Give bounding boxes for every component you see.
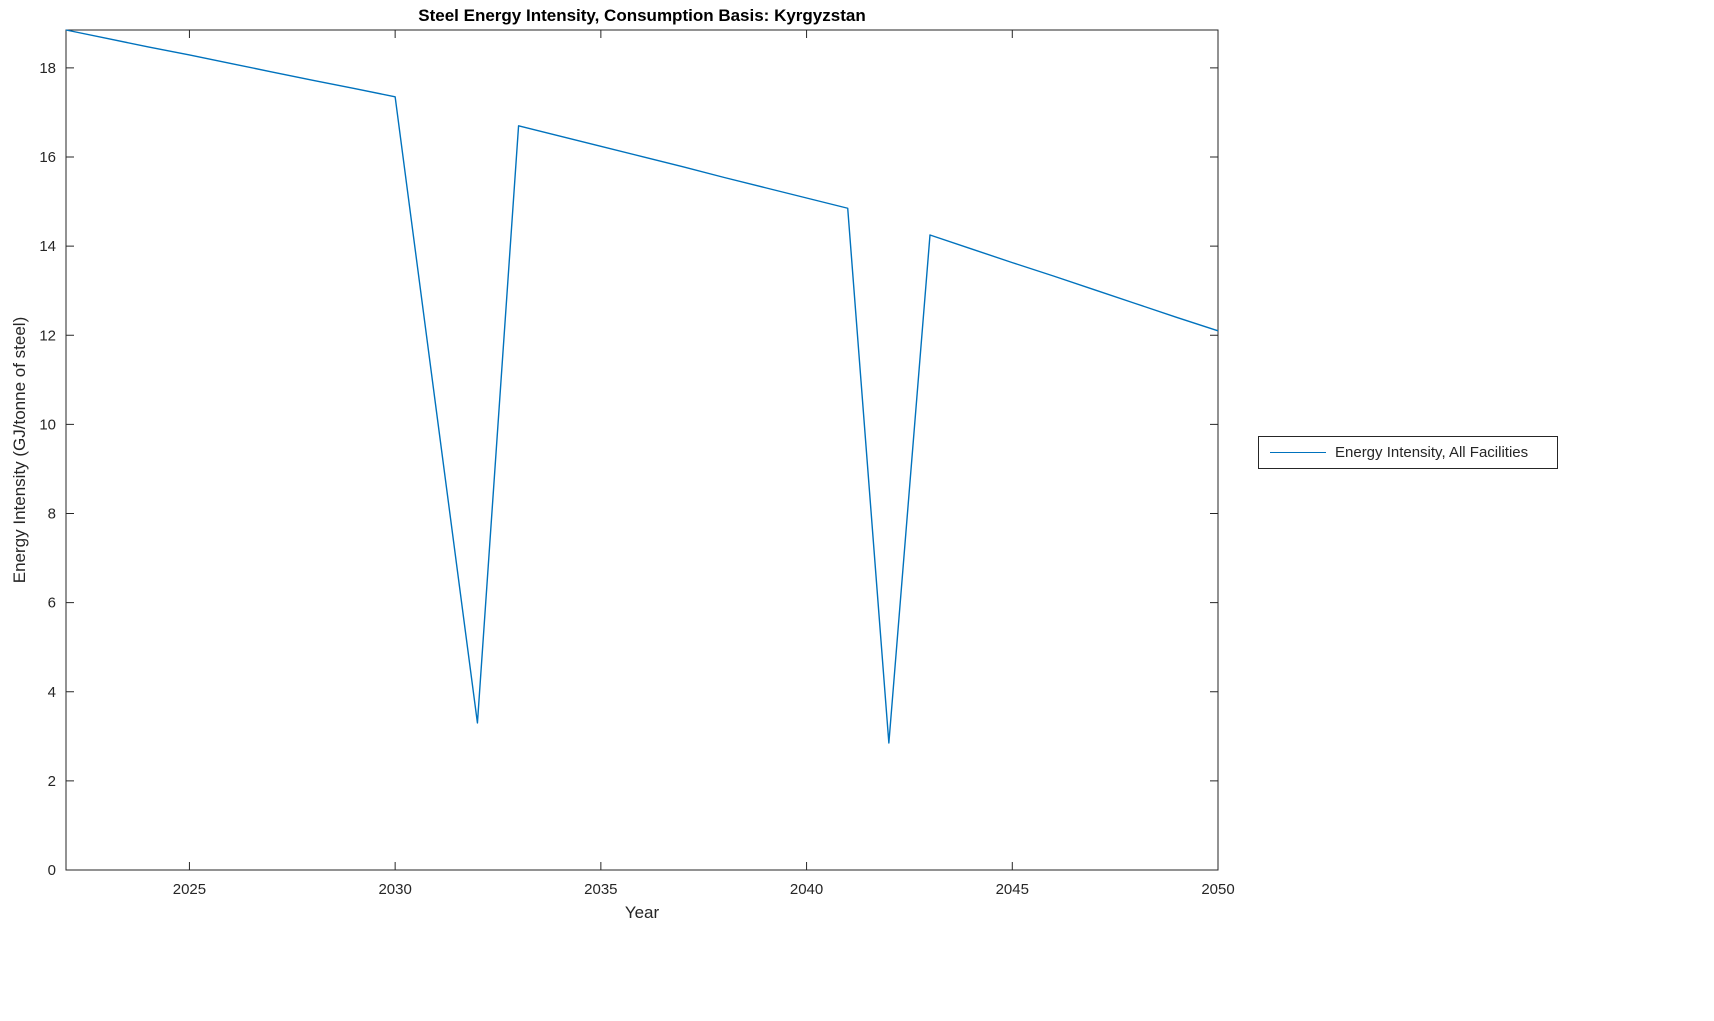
x-tick-label: 2050 [1201, 881, 1234, 898]
x-tick-label: 2035 [584, 881, 617, 898]
x-tick-label: 2025 [173, 881, 206, 898]
x-tick-label: 2040 [790, 881, 823, 898]
y-tick-label: 12 [39, 327, 56, 344]
legend-line-sample-icon [1270, 452, 1326, 453]
series-line [65, 29, 1219, 744]
axes-box [65, 29, 1219, 871]
y-tick-label: 2 [48, 773, 56, 790]
y-tick-label: 14 [39, 238, 56, 255]
y-tick-label: 18 [39, 60, 56, 77]
y-tick-label: 0 [48, 862, 56, 879]
y-tick-label: 6 [48, 595, 56, 612]
y-tick-label: 10 [39, 416, 56, 433]
x-tick-label: 2030 [378, 881, 411, 898]
y-tick-label: 4 [48, 684, 56, 701]
legend-entry-label: Energy Intensity, All Facilities [1335, 444, 1529, 461]
legend: Energy Intensity, All Facilities [1258, 436, 1558, 469]
chart-title: Steel Energy Intensity, Consumption Basi… [418, 6, 866, 25]
y-tick-label: 8 [48, 506, 56, 523]
x-tick-label: 2045 [996, 881, 1029, 898]
y-axis-label: Energy Intensity (GJ/tonne of steel) [10, 316, 29, 584]
x-axis-label: Year [624, 903, 660, 922]
y-tick-label: 16 [39, 149, 56, 166]
